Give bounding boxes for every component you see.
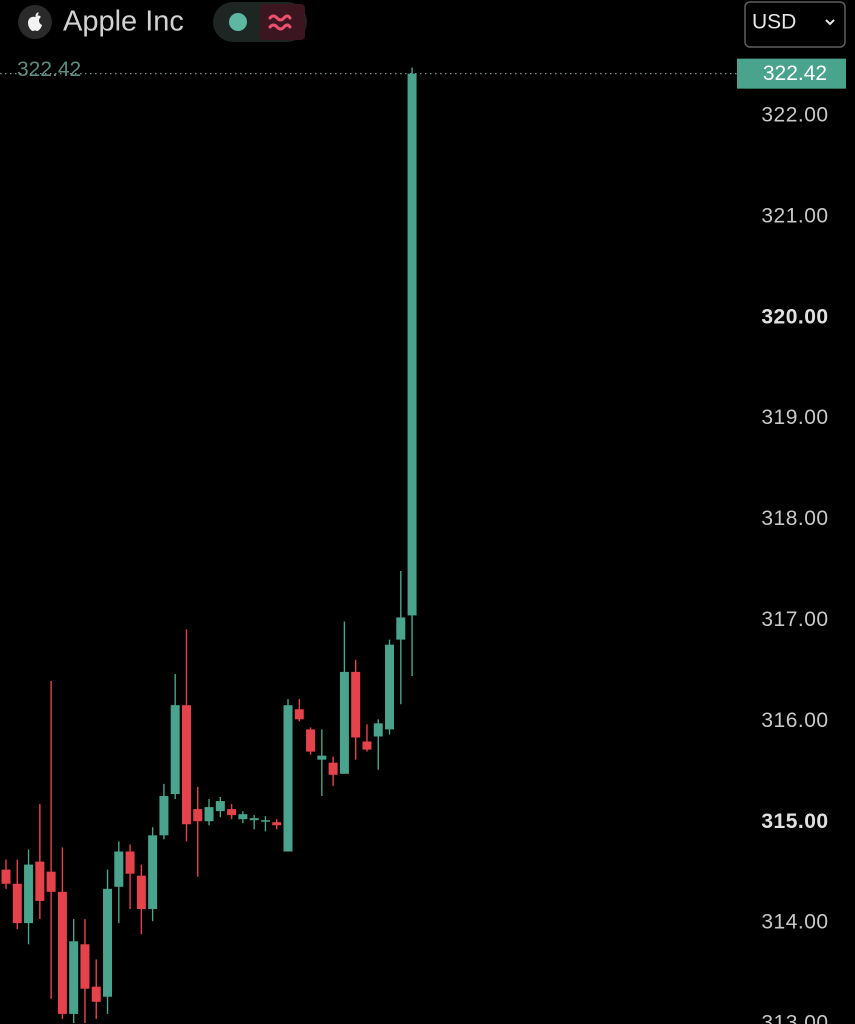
symbol-title: Apple Inc <box>63 6 184 38</box>
candle-body <box>103 888 113 997</box>
candle-body <box>204 807 214 822</box>
candle-body <box>260 820 270 822</box>
approx-icon <box>268 14 292 31</box>
chevron <box>825 19 835 26</box>
header: Apple Inc USD <box>18 1 846 48</box>
candle-body <box>249 818 259 821</box>
candle-body <box>80 944 90 989</box>
candle-body <box>181 705 191 825</box>
candle-body <box>215 801 225 812</box>
currency-select[interactable] <box>744 1 846 48</box>
y-tick-label: 318.00 <box>761 507 828 530</box>
candle-body <box>193 809 203 822</box>
candle-body <box>238 814 248 820</box>
apple-icon <box>28 12 42 31</box>
candle-body <box>272 822 282 826</box>
candle-body <box>351 671 361 738</box>
last-price-label: 322.42 <box>763 62 827 85</box>
y-tick-label: 319.00 <box>761 406 828 429</box>
candle-body <box>328 762 338 775</box>
candle-body <box>91 986 101 1002</box>
candle-body <box>24 864 34 924</box>
currency-label: USD <box>752 11 796 34</box>
candle-body <box>46 871 56 892</box>
y-tick-label: 313.00 <box>761 1012 828 1024</box>
candle-body <box>385 644 395 730</box>
candle-body <box>12 883 22 924</box>
candle-body <box>396 617 406 640</box>
candle-body <box>317 755 327 760</box>
candle-body <box>1 869 11 884</box>
candle-body <box>283 705 293 852</box>
candle-body <box>136 875 146 909</box>
candle-body <box>114 851 124 887</box>
y-tick-label: 322.00 <box>761 104 828 127</box>
candle-body <box>227 809 237 816</box>
candle-body <box>159 795 169 836</box>
market-dot <box>229 13 247 31</box>
y-tick-label: 314.00 <box>761 911 828 934</box>
candle-body <box>339 671 349 774</box>
last-price-box <box>737 58 846 89</box>
candle-body <box>125 851 135 874</box>
last-price-left-label: 322.42 <box>17 58 81 81</box>
candle-body <box>306 729 316 752</box>
flag-box <box>260 4 305 40</box>
y-tick-label: 321.00 <box>761 204 828 227</box>
y-tick-label: 320.00 <box>761 305 828 328</box>
candle-body <box>35 861 45 901</box>
y-tick-label: 317.00 <box>761 608 828 631</box>
candle-body <box>373 723 383 737</box>
plot-area: 313.00 314.00 315.00 316.00 317.00 318.00 319.… <box>0 58 846 1024</box>
candle-body <box>69 941 79 1014</box>
candle-body <box>362 741 372 750</box>
candle-body <box>148 835 158 909</box>
y-tick-label: 316.00 <box>761 709 828 732</box>
candle-body <box>294 709 304 720</box>
y-tick-label: 315.00 <box>761 810 828 833</box>
candle-body <box>170 705 180 794</box>
candle-body <box>407 73 417 616</box>
candle-body <box>57 891 67 1014</box>
